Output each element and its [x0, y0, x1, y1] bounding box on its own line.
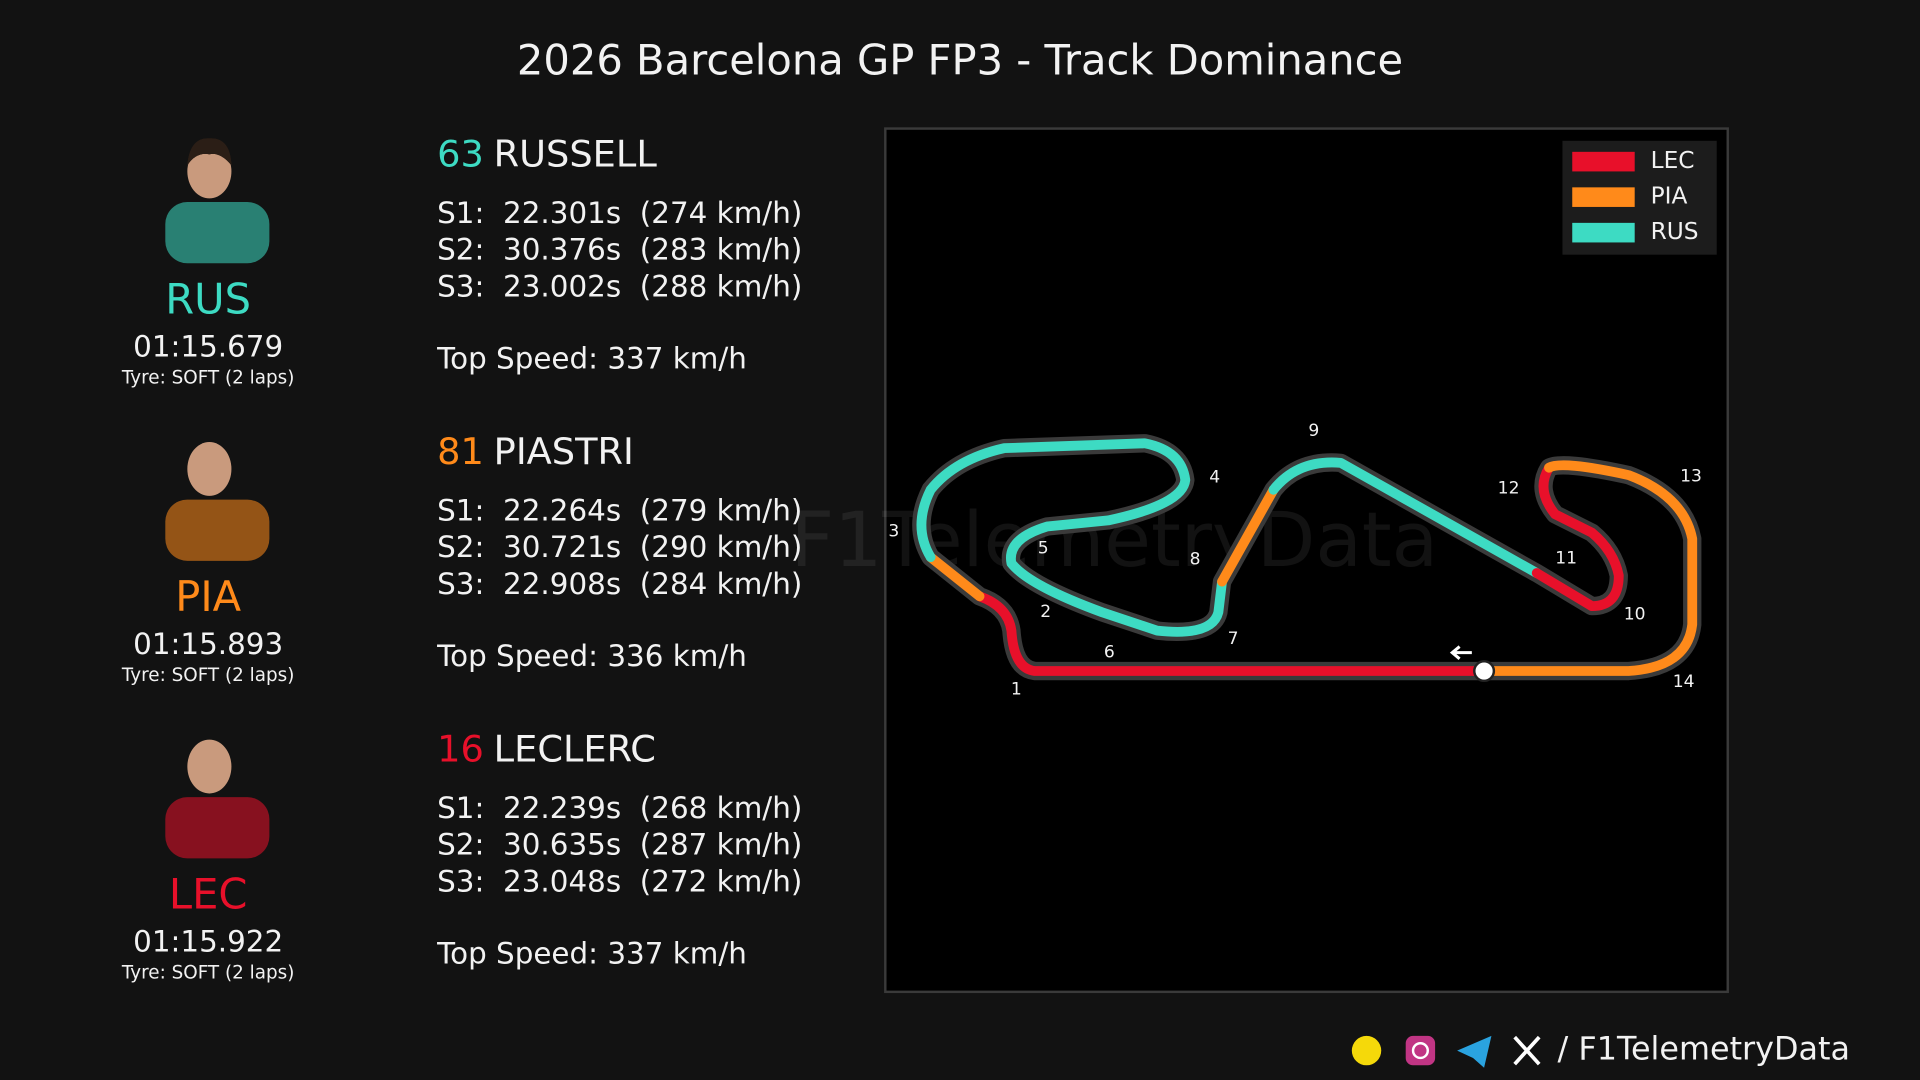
- corner-label: 13: [1680, 466, 1702, 486]
- corner-label: 7: [1228, 629, 1239, 649]
- legend-label: RUS: [1651, 218, 1699, 245]
- footer-icons: [1351, 1035, 1541, 1068]
- lap-time: 01:15.679: [133, 329, 283, 363]
- legend-swatch: [1572, 187, 1635, 207]
- sector-time: S1: 22.239s (268 km/h): [437, 791, 802, 825]
- top-speed: Top Speed: 337 km/h: [436, 342, 747, 376]
- corner-label: 5: [1038, 539, 1049, 559]
- driver-code: PIA: [175, 572, 241, 621]
- legend-label: LEC: [1651, 147, 1695, 174]
- driver-name: RUSSELL: [494, 132, 658, 175]
- footer-handle: / F1TelemetryData: [1558, 1030, 1850, 1068]
- corner-label: 8: [1190, 550, 1201, 570]
- track-segment: [974, 591, 1489, 676]
- portrait-body: [165, 202, 270, 264]
- map-panel: [884, 127, 1729, 994]
- legend-swatch: [1572, 222, 1635, 243]
- title: 2026 Barcelona GP FP3 - Track Dominance: [517, 36, 1403, 85]
- corner-label: 9: [1308, 421, 1319, 441]
- tyre-info: Tyre: SOFT (2 laps): [121, 962, 295, 983]
- lap-time: 01:15.922: [133, 924, 283, 958]
- legend-label: PIA: [1651, 183, 1688, 210]
- corner-label: 3: [888, 521, 899, 541]
- tyre-info: Tyre: SOFT (2 laps): [121, 367, 295, 388]
- corner-label: 11: [1555, 548, 1577, 568]
- corner-label: 6: [1104, 643, 1115, 663]
- track-segment: [1268, 457, 1542, 578]
- corner-label: 14: [1673, 672, 1695, 692]
- track-segment: [1479, 460, 1698, 676]
- track-segment: [916, 438, 1227, 637]
- legend-swatch: [1572, 151, 1635, 172]
- legend: LEC PIA RUS: [1562, 140, 1717, 255]
- driver-code: LEC: [169, 870, 248, 919]
- sector-time: S3: 23.048s (272 km/h): [437, 864, 802, 898]
- sector-time: S2: 30.376s (283 km/h): [437, 233, 802, 267]
- tyre-info: Tyre: SOFT (2 laps): [121, 665, 295, 686]
- icon-instagram-lens: [1411, 1042, 1429, 1060]
- corner-label: 12: [1498, 479, 1520, 499]
- start-finish: [1473, 660, 1496, 683]
- corner-label: 10: [1624, 605, 1646, 625]
- top-speed: Top Speed: 336 km/h: [436, 639, 747, 673]
- sector-time: S2: 30.721s (290 km/h): [437, 530, 802, 564]
- portrait-hair: [187, 138, 232, 166]
- driver-code: RUS: [165, 274, 251, 323]
- corner-label: 2: [1040, 602, 1051, 622]
- sector-time: S3: 23.002s (288 km/h): [437, 269, 802, 303]
- sector-time: S3: 22.908s (284 km/h): [437, 567, 802, 601]
- portrait-body: [165, 797, 270, 859]
- driver-name: LECLERC: [494, 727, 656, 770]
- sector-time: S2: 30.635s (287 km/h): [437, 828, 802, 862]
- icon-telegram: [1457, 1035, 1492, 1068]
- portrait-head: [187, 144, 232, 199]
- top-speed: Top Speed: 337 km/h: [436, 937, 747, 971]
- driver-header: 16 LECLERC: [437, 727, 656, 770]
- driver-number: 16: [437, 727, 484, 770]
- lap-time: 01:15.893: [133, 627, 283, 661]
- driver-header: 81 PIASTRI: [437, 430, 634, 473]
- track-segment: [925, 552, 985, 602]
- track-segment: [1217, 484, 1279, 587]
- driver-number: 63: [437, 132, 484, 175]
- portrait-body: [165, 499, 270, 561]
- driver-header: 63 RUSSELL: [437, 132, 657, 175]
- icon-x: [1513, 1035, 1541, 1066]
- portrait-head: [187, 739, 232, 794]
- icon-coffee: [1351, 1035, 1382, 1066]
- icon-instagram: [1405, 1035, 1436, 1066]
- track-segment: [1531, 462, 1624, 612]
- driver-name: PIASTRI: [494, 430, 634, 473]
- direction-arrow: [1449, 645, 1472, 660]
- corner-label: 1: [1011, 679, 1022, 699]
- portrait-head: [187, 442, 232, 496]
- corner-label: 4: [1209, 468, 1220, 488]
- track: [912, 434, 1702, 681]
- driver-number: 81: [437, 430, 484, 473]
- sector-time: S1: 22.264s (279 km/h): [437, 493, 802, 527]
- sector-time: S1: 22.301s (274 km/h): [437, 196, 802, 230]
